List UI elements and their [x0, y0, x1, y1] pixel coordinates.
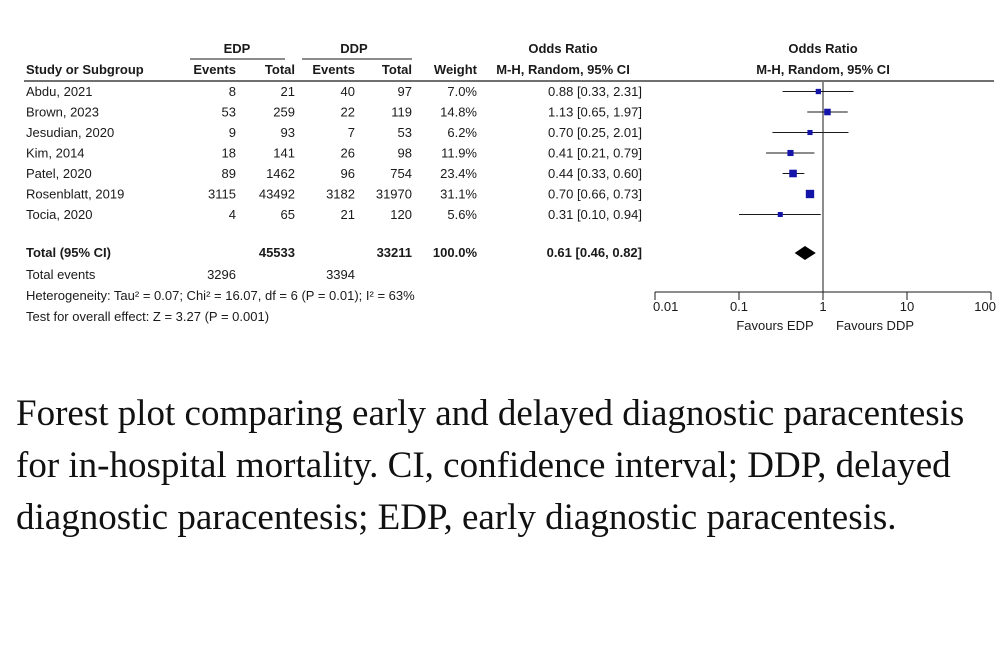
pooled-diamond [794, 246, 816, 260]
cell-weight: 7.0% [447, 84, 477, 99]
cell-edp-events: 89 [222, 166, 236, 181]
total-label: Total (95% CI) [26, 245, 111, 260]
cell-edp-total: 65 [281, 207, 295, 222]
cell-ddp-events: 96 [341, 166, 355, 181]
cell-ddp-total: 98 [398, 146, 412, 161]
study-marker [824, 108, 831, 116]
cell-ddp-events: 22 [341, 105, 355, 120]
overall-effect-text: Test for overall effect: Z = 3.27 (P = 0… [26, 309, 269, 324]
cell-ddp-total: 97 [398, 84, 412, 99]
cell-ddp-events: 26 [341, 146, 355, 161]
cell-edp-total: 259 [273, 105, 295, 120]
cell-study: Rosenblatt, 2019 [26, 187, 124, 202]
cell-ci-text: 0.44 [0.33, 0.60] [548, 166, 642, 181]
cell-ddp-total: 53 [398, 125, 412, 140]
heterogeneity-text: Heterogeneity: Tau² = 0.07; Chi² = 16.07… [26, 288, 415, 303]
study-marker [789, 169, 797, 178]
plot-axis: 0.01 0.1 1 10 100 [653, 291, 996, 314]
x-tick-label: 10 [900, 299, 914, 314]
ddp-group-header: DDP [340, 41, 368, 56]
study-marker [787, 149, 794, 157]
study-marker [815, 88, 821, 95]
total-events-edp: 3296 [207, 267, 236, 282]
col-header-edp-total: Total [265, 62, 295, 77]
cell-weight: 23.4% [440, 166, 477, 181]
study-marker [807, 129, 813, 136]
total-events-ddp: 3394 [326, 267, 355, 282]
x-tick-label: 0.1 [730, 299, 748, 314]
study-marker [777, 212, 783, 217]
cell-ci-text: 1.13 [0.65, 1.97] [548, 105, 642, 120]
col-header-study: Study or Subgroup [26, 62, 144, 77]
total-edp-total: 45533 [259, 245, 295, 260]
figure-caption: Forest plot comparing early and delayed … [16, 393, 965, 538]
cell-ddp-total: 120 [390, 207, 412, 222]
cell-ddp-total: 119 [391, 105, 412, 120]
cell-study: Abdu, 2021 [26, 84, 93, 99]
total-ci-text: 0.61 [0.46, 0.82] [547, 245, 642, 260]
cell-edp-total: 21 [281, 84, 295, 99]
x-tick-label: 0.01 [653, 299, 678, 314]
cell-edp-total: 43492 [259, 187, 295, 202]
cell-edp-total: 1462 [266, 166, 295, 181]
cell-weight: 14.8% [440, 105, 477, 120]
cell-ci-text: 0.88 [0.33, 2.31] [548, 84, 642, 99]
cell-edp-events: 8 [229, 84, 236, 99]
total-events-label: Total events [26, 267, 96, 282]
cell-ddp-total: 31970 [376, 187, 412, 202]
col-header-ddp-events: Events [312, 62, 355, 77]
or-text-group-header: Odds Ratio [528, 41, 597, 56]
cell-ddp-events: 40 [341, 84, 355, 99]
plot-marks [739, 82, 854, 292]
col-header-or-text: M-H, Random, 95% CI [496, 62, 630, 77]
cell-edp-total: 141 [273, 146, 295, 161]
cell-edp-events: 9 [229, 125, 236, 140]
cell-study: Patel, 2020 [26, 166, 92, 181]
cell-edp-events: 53 [222, 105, 236, 120]
col-header-edp-events: Events [193, 62, 236, 77]
cell-edp-events: 4 [229, 207, 236, 222]
or-plot-group-header: Odds Ratio [788, 41, 857, 56]
study-rows: Abdu, 2021 8 21 40 97 7.0% 0.88 [0.33, 2.31]Br… [26, 84, 642, 222]
edp-group-header: EDP [224, 41, 251, 56]
cell-study: Kim, 2014 [26, 146, 85, 161]
col-header-weight: Weight [434, 62, 478, 77]
col-header-ddp-total: Total [382, 62, 412, 77]
cell-weight: 6.2% [447, 125, 477, 140]
cell-ddp-total: 754 [390, 166, 412, 181]
cell-weight: 31.1% [440, 187, 477, 202]
x-tick-label: 1 [819, 299, 826, 314]
cell-study: Jesudian, 2020 [26, 125, 114, 140]
cell-ddp-events: 21 [341, 207, 355, 222]
forest-plot: EDP DDP Odds Ratio Odds Ratio Study or S… [24, 41, 996, 333]
cell-study: Tocia, 2020 [26, 207, 93, 222]
cell-edp-events: 18 [222, 146, 236, 161]
total-ddp-total: 33211 [377, 245, 412, 260]
cell-ci-text: 0.41 [0.21, 0.79] [548, 146, 642, 161]
cell-ci-text: 0.70 [0.25, 2.01] [548, 125, 642, 140]
total-weight: 100.0% [433, 245, 478, 260]
cell-ddp-events: 7 [348, 125, 355, 140]
study-marker [805, 189, 815, 199]
cell-ci-text: 0.70 [0.66, 0.73] [548, 187, 642, 202]
x-tick-label: 100 [974, 299, 996, 314]
cell-edp-events: 3115 [208, 187, 236, 202]
cell-ddp-events: 3182 [326, 187, 355, 202]
favours-left-label: Favours EDP [736, 318, 813, 333]
favours-right-label: Favours DDP [836, 318, 914, 333]
cell-study: Brown, 2023 [26, 105, 99, 120]
cell-ci-text: 0.31 [0.10, 0.94] [548, 207, 642, 222]
col-header-or-plot: M-H, Random, 95% CI [756, 62, 890, 77]
cell-edp-total: 93 [281, 125, 295, 140]
cell-weight: 11.9% [441, 146, 477, 161]
cell-weight: 5.6% [447, 207, 477, 222]
